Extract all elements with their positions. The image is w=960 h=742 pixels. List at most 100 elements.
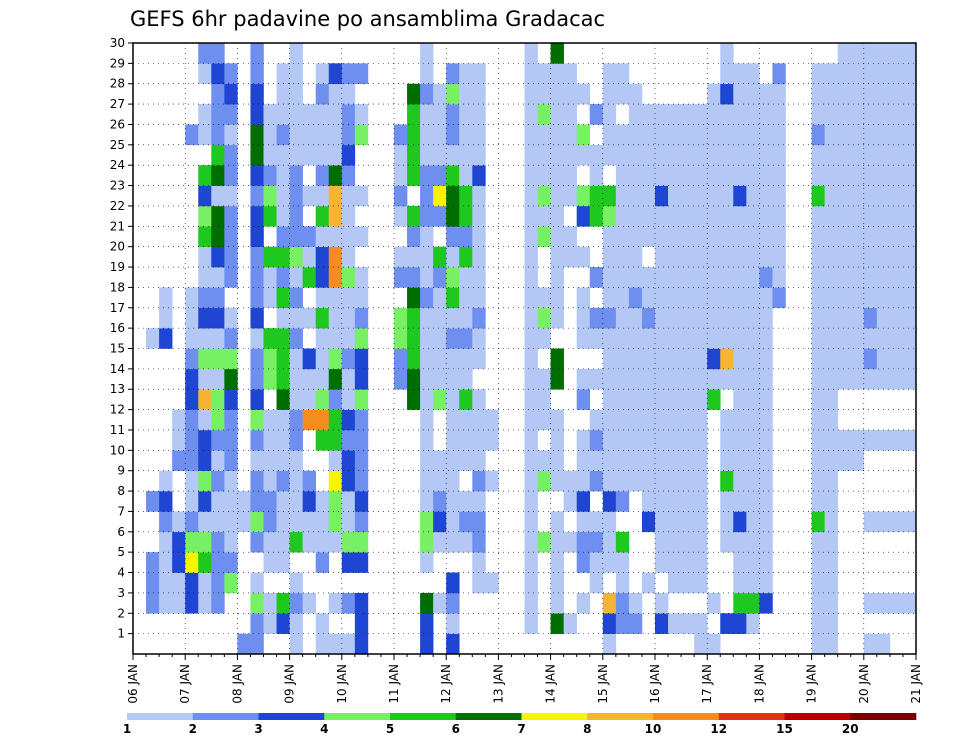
heatmap-cell [602,83,617,105]
heatmap-cell [628,348,643,370]
heatmap-cell [681,205,695,227]
heatmap-cell [772,63,786,85]
heatmap-cell [668,165,682,186]
heatmap-cell [837,83,852,105]
heatmap-cell [733,409,747,431]
heatmap-cell [615,572,630,594]
heatmap-cell [811,450,825,471]
heatmap-cell [407,328,421,349]
heatmap-cell [250,348,264,370]
heatmap-cell [563,63,577,85]
heatmap-cell [746,185,760,207]
heatmap-cell [341,348,356,370]
y-tick-label: 4 [117,566,125,580]
heatmap-cell [589,531,604,553]
heatmap-cell [341,185,356,207]
heatmap-cell [811,246,825,268]
heatmap-cell [198,307,212,329]
heatmap-cell [550,348,564,370]
heatmap-cell [328,83,343,105]
heatmap-cell [628,409,643,431]
heatmap-cell [485,429,499,451]
heatmap-cell [407,104,421,125]
heatmap-cell [302,124,316,146]
heatmap-cell [341,328,356,349]
heatmap-cell [446,470,460,492]
heatmap-cell [681,124,695,146]
heatmap-cell [824,124,838,146]
heatmap-cell [537,185,551,207]
heatmap-cell [641,226,656,247]
heatmap-cell [837,104,852,125]
heatmap-cell [694,450,708,471]
heatmap-cell [641,491,656,512]
heatmap-cell [459,83,473,105]
heatmap-cell [759,185,773,207]
heatmap-cell [746,287,760,309]
heatmap-cell [889,348,904,370]
heatmap-cell [446,328,460,349]
heatmap-cell [524,429,538,451]
heatmap-cell [628,246,643,268]
y-tick-label: 2 [117,606,125,620]
heatmap-cell [837,307,852,329]
heatmap-cell [524,43,538,64]
heatmap-cell [198,511,212,533]
heatmap-cell [746,572,760,594]
colorbar-swatch [390,713,457,720]
y-tick-label: 23 [110,179,125,193]
heatmap-cell [681,470,695,492]
heatmap-cell [602,246,617,268]
heatmap-cell [707,144,721,166]
heatmap-cell [433,511,447,533]
heatmap-cell [628,144,643,166]
heatmap-cell [746,429,760,451]
heatmap-cell [198,572,212,594]
heatmap-cell [250,368,264,390]
y-tick-label: 1 [117,627,125,641]
heatmap-cell [602,491,617,512]
heatmap-cell [224,165,238,186]
heatmap-cell [733,613,747,634]
heatmap-cell [354,124,369,146]
heatmap-cell [589,450,604,471]
heatmap-cell [902,185,917,207]
heatmap-cell [315,246,330,268]
heatmap-cell [602,104,617,125]
heatmap-cell [759,389,773,410]
heatmap-cell [198,470,212,492]
heatmap-cell [420,307,434,329]
heatmap-cell [459,165,473,186]
colorbar-swatch [587,713,654,720]
heatmap-cell [172,409,186,431]
heatmap-cell [263,552,277,573]
y-tick-label: 26 [110,117,125,131]
heatmap-cell [576,511,591,533]
colorbar-swatch [653,713,720,720]
heatmap-cell [759,83,773,105]
heatmap-cell [446,63,460,85]
heatmap-cell [341,531,356,553]
heatmap-cell [524,348,538,370]
heatmap-cell [681,450,695,471]
heatmap-cell [185,409,199,431]
heatmap-cell [289,429,303,451]
heatmap-cell [224,144,238,166]
heatmap-cell [681,389,695,410]
heatmap-cell [824,246,838,268]
heatmap-cell [733,531,747,553]
heatmap-cell [707,165,721,186]
heatmap-cell [863,368,878,390]
heatmap-cell [733,592,747,614]
heatmap-cell [694,531,708,553]
heatmap-cell [811,307,825,329]
heatmap-cell [420,633,434,655]
heatmap-cell [902,592,917,614]
heatmap-cell [198,491,212,512]
heatmap-cell [850,185,865,207]
heatmap-cell [902,83,917,105]
heatmap-cell [420,328,434,349]
heatmap-cell [472,307,486,329]
heatmap-cell [615,592,630,614]
heatmap-cell [589,307,604,329]
